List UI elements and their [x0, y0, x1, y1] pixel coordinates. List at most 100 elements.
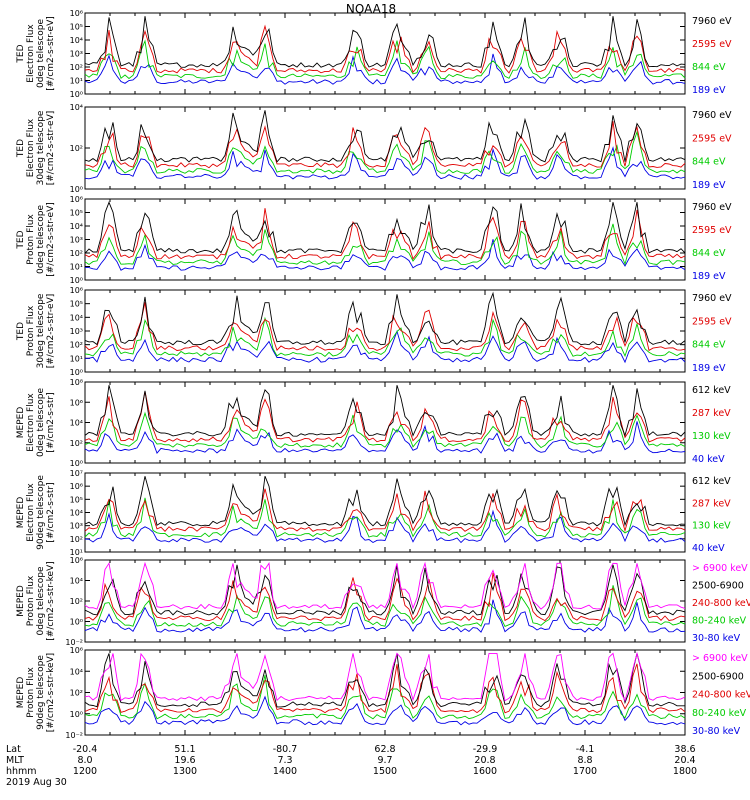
series-trace	[84, 572, 686, 622]
legend-entry: 2595 eV	[692, 316, 732, 327]
legend-entry: 189 eV	[692, 180, 726, 191]
y-tick-label: 10²	[70, 439, 83, 448]
y-tick-label: 10⁻²	[65, 731, 83, 740]
y-axis-label-line: 90deg telescope	[36, 475, 46, 550]
y-tick-label: 10⁵	[70, 495, 83, 504]
panel-frame	[84, 559, 686, 643]
y-axis-label-line: TED	[16, 230, 26, 249]
y-tick-label: 10²	[70, 535, 83, 544]
series-trace	[84, 497, 686, 538]
y-axis-label-line: 90deg telescope	[36, 655, 46, 730]
series-trace	[84, 53, 686, 85]
y-tick-label: 10⁵	[70, 23, 83, 32]
y-tick-label: 10⁰	[70, 185, 83, 194]
series-trace	[85, 329, 686, 364]
y-axis-label-line: 0deg telescope	[36, 19, 46, 89]
legend-entry: 7960 eV	[692, 293, 732, 304]
series-trace	[84, 316, 686, 358]
time-axis-value: 20.8	[474, 755, 495, 766]
series-trace	[84, 146, 686, 180]
y-axis-label-line: [#/cm2-s-str-keV]	[46, 653, 56, 732]
y-axis-label-line: Electron Flux	[26, 118, 36, 177]
y-tick-label: 10⁶	[70, 556, 83, 565]
y-axis-label-line: Proton Flux	[26, 305, 36, 356]
legend-entry: > 6900 keV	[692, 563, 748, 574]
y-axis-label-line: Proton Flux	[26, 214, 36, 265]
y-axis-label-line: 30deg telescope	[36, 110, 46, 185]
series-trace	[84, 24, 686, 74]
series-trace	[84, 561, 686, 610]
legend-entry: 844 eV	[692, 157, 726, 168]
legend-entry: 40 keV	[692, 543, 725, 554]
y-tick-label: 10¹	[70, 548, 83, 557]
y-axis-label-line: Proton Flux	[26, 575, 36, 626]
y-tick-label: 10⁰	[70, 459, 83, 468]
series-trace	[84, 291, 686, 346]
y-axis-label-line: [#/cm2-s-str-keV]	[46, 561, 56, 640]
y-axis-label-line: MEPED	[16, 497, 26, 529]
panel-frame	[84, 106, 686, 190]
series-trace	[84, 39, 686, 80]
panel-4: 10⁰ 10¹ 10² 10³ 10⁴ 10⁵ 10⁶ TED Proton Flux 30deg…	[16, 286, 732, 377]
series-trace	[84, 130, 686, 174]
time-axis-value: -29.9	[473, 744, 498, 755]
y-tick-label: 10³	[70, 327, 83, 336]
legend-entry: 7960 eV	[692, 110, 732, 121]
y-tick-label: 10⁴	[70, 577, 83, 586]
legend-entry: 130 keV	[692, 431, 731, 442]
y-axis-label-line: 0deg telescope	[36, 205, 46, 275]
legend-entry: 844 eV	[692, 62, 726, 73]
legend-entry: 612 keV	[692, 476, 731, 487]
series-trace	[84, 651, 686, 702]
series-trace	[84, 663, 686, 714]
legend-entry: 30-80 keV	[692, 633, 741, 644]
legend-entry: 189 eV	[692, 85, 726, 96]
y-tick-label: 10³	[70, 522, 83, 531]
panel-5: 10⁰ 10² 10⁴ 10⁶ 10⁸ MEPED Electron Flux 0deg te…	[16, 378, 731, 468]
y-tick-label: 10⁰	[70, 276, 83, 285]
series-trace	[84, 110, 686, 163]
series-trace	[84, 421, 686, 454]
y-tick-label: 10⁻²	[65, 638, 83, 647]
y-axis-label-line: [#/cm2-s-str-eV]	[46, 111, 56, 186]
time-axis-value: 20.4	[674, 755, 695, 766]
y-axis-label-line: [#/cm2-s-str-eV]	[46, 16, 56, 91]
y-axis-label-line: [#/cm2-s-str-eV]	[46, 294, 56, 369]
time-axis-values: -20.4 51.1 -80.7 62.8 -29.9 -4.1 38.6 8.0 19.6 7.…	[73, 744, 697, 777]
axis-row-label-hhmm: hhmm	[6, 766, 37, 777]
legend-entry: 80-240 keV	[692, 616, 747, 627]
legend-entry: 2500-6900	[692, 581, 744, 592]
time-axis-value: 1800	[673, 766, 697, 777]
y-axis-label-line: [#/cm2-s-str]	[46, 482, 56, 542]
time-axis-value: 51.1	[174, 744, 195, 755]
y-tick-label: 10⁴	[70, 509, 83, 518]
legend-entry: 2500-6900	[692, 671, 744, 682]
time-axis-value: 1500	[373, 766, 397, 777]
y-axis-label-line: Proton Flux	[26, 667, 36, 718]
y-tick-label: 10⁶	[70, 286, 83, 295]
y-axis-label-line: MEPED	[16, 585, 26, 617]
panel-7: 10⁻² 10⁰ 10² 10⁴ 10⁶ MEPED Proton Flux 0deg tel…	[16, 556, 750, 647]
axis-row-label-mlt: MLT	[6, 755, 24, 766]
legend-entry: 189 eV	[692, 271, 726, 282]
series-trace	[85, 239, 686, 271]
y-tick-label: 10⁰	[70, 710, 83, 719]
series-trace	[84, 564, 686, 616]
series-trace	[84, 653, 685, 708]
series-trace	[84, 476, 686, 527]
time-axis-annotations: Lat MLT hhmm 2019 Aug 30 -20.4 51.1 -80.7 6…	[6, 744, 697, 788]
series-trace	[84, 201, 686, 254]
series-trace	[84, 488, 686, 533]
series-trace	[84, 385, 686, 437]
axis-row-label-lat: Lat	[6, 744, 21, 755]
y-axis-label-line: 30deg telescope	[36, 293, 46, 368]
y-tick-label: 10⁶	[70, 195, 83, 204]
y-tick-label: 10²	[70, 689, 83, 698]
y-tick-label: 10⁵	[70, 209, 83, 218]
y-axis-label-line: [#/cm2-s-str]	[46, 392, 56, 452]
time-axis-value: 9.7	[377, 755, 392, 766]
series-trace	[84, 302, 686, 352]
series-trace	[84, 16, 686, 68]
time-axis-value: 8.0	[77, 755, 92, 766]
time-axis-value: -80.7	[273, 744, 298, 755]
